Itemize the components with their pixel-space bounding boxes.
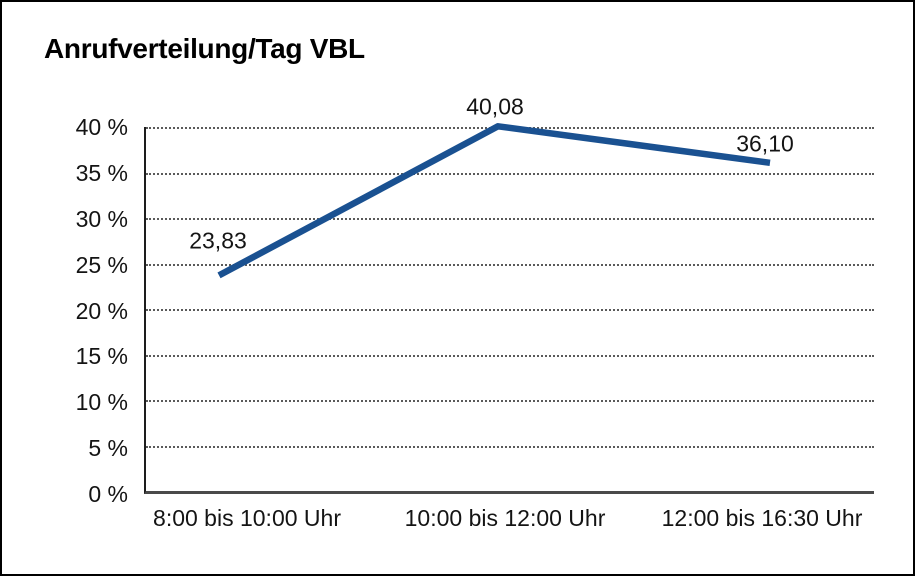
y-tick-label: 40 % [75, 114, 128, 140]
gridline [146, 263, 874, 266]
y-tick-label: 10 % [75, 389, 128, 416]
data-point-label: 36,10 [736, 130, 794, 157]
y-tick-label: 0 % [88, 481, 128, 507]
gridline [146, 445, 874, 448]
y-tick-label: 35 % [75, 159, 128, 186]
data-point-label: 40,08 [466, 93, 524, 120]
x-tick-label: 10:00 bis 12:00 Uhr [404, 505, 606, 531]
gridline [146, 400, 874, 402]
chart-title: Anrufverteilung/Tag VBL [44, 33, 365, 64]
gridline [146, 218, 874, 220]
y-tick-label: 20 % [75, 297, 128, 324]
x-tick-label: 8:00 bis 10:00 Uhr [153, 505, 341, 531]
y-tick-label: 30 % [75, 205, 128, 232]
plot-area [144, 127, 874, 494]
x-tick-label: 12:00 bis 16:30 Uhr [661, 505, 863, 531]
gridline [146, 172, 874, 175]
y-axis: 40 % 35 % 30 % 25 % 20 % 15 % 10 % 5 % 0… [2, 114, 128, 507]
y-tick-label: 5 % [88, 435, 128, 462]
y-tick-label: 15 % [75, 343, 128, 370]
data-point-label: 23,83 [189, 227, 247, 254]
gridline [146, 127, 874, 129]
y-tick-label: 25 % [75, 251, 128, 278]
gridline [146, 309, 874, 311]
gridline [146, 354, 874, 357]
